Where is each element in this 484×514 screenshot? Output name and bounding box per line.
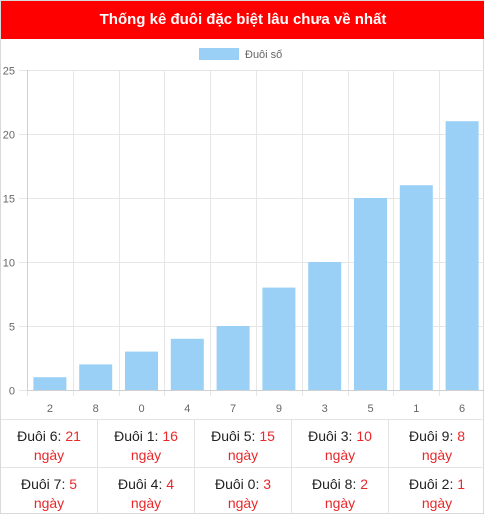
stat-value: 4 xyxy=(166,476,175,492)
stat-value: 3 xyxy=(263,476,272,492)
y-tick-label: 5 xyxy=(9,322,15,334)
stat-cell: Đuôi 9: 8 ngày xyxy=(388,420,484,467)
stat-value: 1 xyxy=(457,476,466,492)
x-tick-label: 5 xyxy=(367,403,373,415)
stats-row-2: Đuôi 7: 5 ngày Đuôi 4: 4 ngày Đuôi 0: 3 … xyxy=(1,467,484,514)
stat-value: 8 xyxy=(457,428,466,444)
stat-value: 2 xyxy=(360,476,369,492)
stat-label: Đuôi 1: xyxy=(114,428,159,444)
legend-label: Đuôi số xyxy=(245,49,282,61)
stat-label: Đuôi 3: xyxy=(308,428,353,444)
stat-value: 21 xyxy=(65,428,81,444)
y-tick-label: 0 xyxy=(9,386,15,398)
y-tick-label: 20 xyxy=(3,130,15,142)
stat-label: Đuôi 4: xyxy=(117,476,163,492)
stat-unit: ngày xyxy=(33,447,65,463)
stat-unit: ngày xyxy=(421,495,453,511)
y-tick-label: 10 xyxy=(3,258,15,270)
bar xyxy=(262,287,296,390)
x-tick-label: 1 xyxy=(413,403,419,415)
stat-unit: ngày xyxy=(324,447,356,463)
x-tick-label: 8 xyxy=(93,403,99,415)
chart-svg: 0 5 10 15 20 25 2 8 0 4 7 9 3 5 1 6 Đuôi số xyxy=(3,48,484,415)
bar xyxy=(216,326,250,390)
stat-unit: ngày xyxy=(421,447,453,463)
y-tick-label: 15 xyxy=(3,194,15,206)
stats-table: Đuôi 6: 21 ngày Đuôi 1: 16 ngày Đuôi 5: … xyxy=(1,419,484,514)
bar xyxy=(308,262,342,390)
stat-unit: ngày xyxy=(33,495,65,511)
x-tick-label: 0 xyxy=(138,403,144,415)
widget-title: Thống kê đuôi đặc biệt lâu chưa về nhất xyxy=(1,1,484,39)
x-tick-label: 7 xyxy=(230,403,236,415)
stat-unit: ngày xyxy=(130,495,162,511)
bar xyxy=(79,364,113,390)
bar xyxy=(399,185,433,390)
stat-value: 5 xyxy=(69,476,78,492)
stat-cell: Đuôi 5: 15 ngày xyxy=(194,420,291,467)
x-tick-label: 3 xyxy=(322,403,328,415)
stat-cell: Đuôi 0: 3 ngày xyxy=(194,468,291,514)
stats-row-1: Đuôi 6: 21 ngày Đuôi 1: 16 ngày Đuôi 5: … xyxy=(1,420,484,467)
bar-chart: 0 5 10 15 20 25 2 8 0 4 7 9 3 5 1 6 Đuôi số xyxy=(1,39,484,419)
stat-cell: Đuôi 4: 4 ngày xyxy=(97,468,194,514)
stat-cell: Đuôi 8: 2 ngày xyxy=(291,468,388,514)
stat-value: 16 xyxy=(162,428,178,444)
bar xyxy=(33,377,67,390)
stat-label: Đuôi 2: xyxy=(408,476,454,492)
stat-label: Đuôi 0: xyxy=(214,476,260,492)
bar xyxy=(445,121,479,390)
y-tick-label: 25 xyxy=(3,66,15,78)
stat-value: 15 xyxy=(259,428,275,444)
bar xyxy=(354,198,387,390)
bar xyxy=(170,338,204,390)
stat-unit: ngày xyxy=(227,495,259,511)
x-tick-label: 6 xyxy=(459,403,465,415)
bar xyxy=(125,351,158,390)
stat-cell: Đuôi 1: 16 ngày xyxy=(97,420,194,467)
stat-label: Đuôi 5: xyxy=(211,428,256,444)
stat-cell: Đuôi 7: 5 ngày xyxy=(1,468,97,514)
stat-cell: Đuôi 2: 1 ngày xyxy=(388,468,484,514)
stat-label: Đuôi 6: xyxy=(17,428,62,444)
x-tick-label: 4 xyxy=(184,403,190,415)
stat-label: Đuôi 9: xyxy=(408,428,454,444)
stat-unit: ngày xyxy=(130,447,162,463)
stat-label: Đuôi 8: xyxy=(311,476,357,492)
stat-cell: Đuôi 3: 10 ngày xyxy=(291,420,388,467)
stat-unit: ngày xyxy=(227,447,259,463)
legend-swatch xyxy=(199,48,239,60)
stat-unit: ngày xyxy=(324,495,356,511)
x-tick-label: 2 xyxy=(47,403,53,415)
stat-label: Đuôi 7: xyxy=(20,476,66,492)
stat-cell: Đuôi 6: 21 ngày xyxy=(1,420,97,467)
x-tick-label: 9 xyxy=(276,403,282,415)
stat-value: 10 xyxy=(356,428,372,444)
